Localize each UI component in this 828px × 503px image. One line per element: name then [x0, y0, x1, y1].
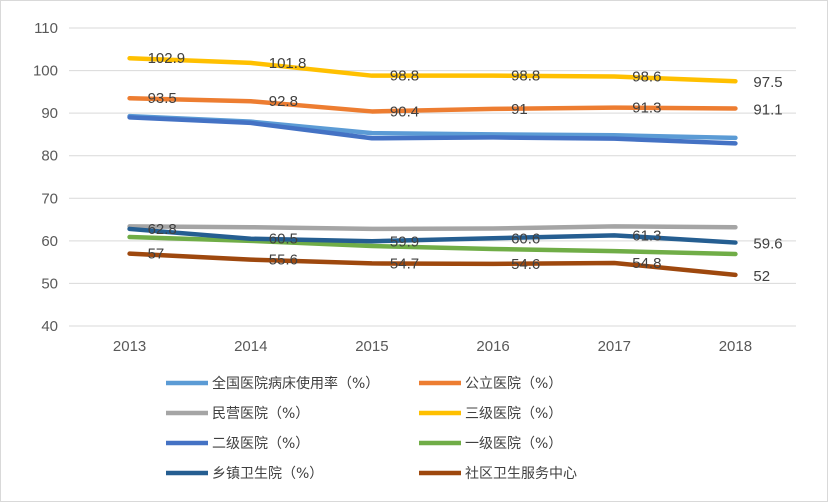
data-label: 91 [511, 101, 528, 118]
data-label: 92.8 [269, 93, 298, 110]
data-label: 59.9 [390, 233, 419, 250]
series-line [127, 115, 738, 146]
x-tick-label: 2018 [719, 338, 752, 355]
legend-label: 乡镇卫生院（%） [212, 466, 323, 482]
x-tick-label: 2017 [598, 338, 631, 355]
data-label: 91.3 [632, 100, 661, 117]
x-tick-label: 2014 [234, 338, 267, 355]
legend-label: 民营医院（%） [212, 406, 309, 422]
data-label: 90.4 [390, 103, 419, 120]
x-tick-label: 2016 [476, 338, 509, 355]
x-tick-label: 2013 [113, 338, 146, 355]
y-tick-label: 50 [41, 275, 58, 292]
series-line [127, 226, 738, 245]
data-label: 98.6 [632, 69, 661, 86]
y-tick-label: 60 [41, 233, 58, 250]
data-label: 61.3 [632, 227, 661, 244]
data-label: 60.6 [511, 230, 540, 247]
y-tick-label: 40 [41, 318, 58, 335]
data-label: 55.6 [269, 252, 298, 269]
series-line [127, 224, 738, 232]
y-tick-label: 100 [33, 63, 58, 80]
data-label: 62.8 [148, 221, 177, 238]
legend-label: 三级医院（%） [465, 406, 562, 422]
data-label: 60.5 [269, 231, 298, 248]
data-label: 91.1 [753, 101, 782, 118]
data-label: 54.8 [632, 255, 661, 272]
data-label: 98.8 [390, 68, 419, 85]
series-line [127, 251, 738, 278]
legend-label: 一级医院（%） [465, 436, 562, 452]
y-tick-label: 110 [34, 20, 58, 37]
y-tick-label: 70 [41, 190, 58, 207]
data-label: 97.5 [753, 74, 782, 91]
data-label: 101.8 [269, 55, 307, 72]
y-tick-label: 80 [41, 148, 58, 165]
data-label: 54.7 [390, 255, 419, 272]
series-line [127, 95, 738, 114]
legend-label: 社区卫生服务中心 [465, 466, 577, 482]
data-label: 52 [753, 268, 770, 285]
legend-label: 二级医院（%） [212, 436, 309, 452]
data-label: 57 [148, 246, 165, 263]
series-line [127, 234, 738, 257]
series-line [127, 55, 738, 84]
y-tick-label: 90 [41, 105, 58, 122]
data-label: 54.6 [511, 256, 540, 273]
x-tick-label: 2015 [355, 338, 388, 355]
data-label: 93.5 [148, 90, 177, 107]
legend-label: 全国医院病床使用率（%） [212, 375, 379, 392]
data-label: 102.9 [148, 50, 186, 67]
data-label: 59.6 [753, 236, 782, 253]
legend-label: 公立医院（%） [465, 376, 562, 392]
data-label: 98.8 [511, 68, 540, 85]
